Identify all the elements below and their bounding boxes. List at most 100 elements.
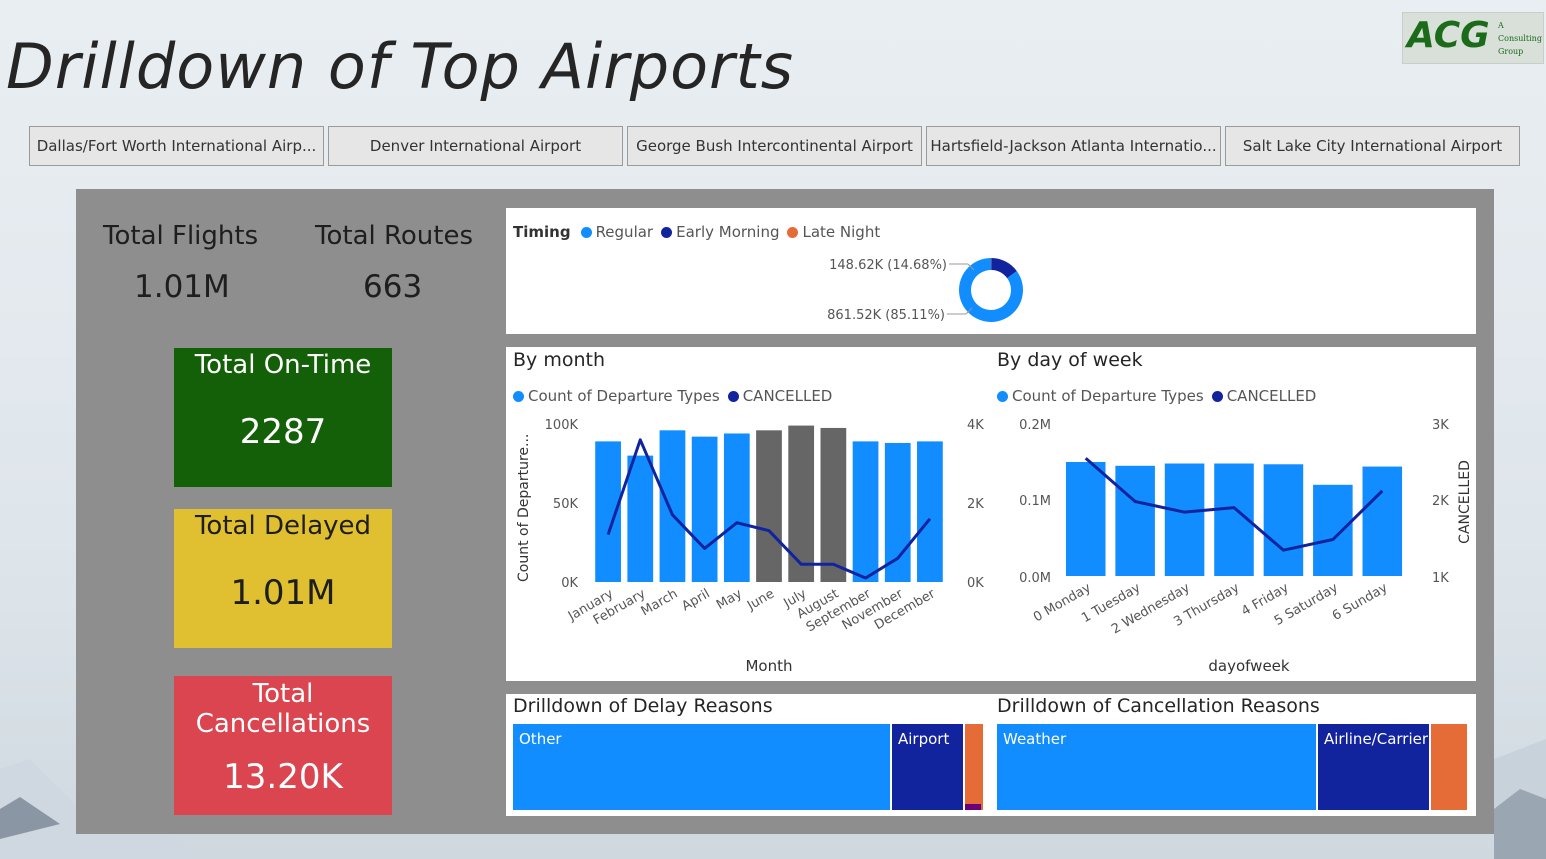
- slicer-button-dallas[interactable]: Dallas/Fort Worth International Airp...: [29, 126, 324, 166]
- x-tick-label-5: June: [744, 586, 777, 614]
- legend-item-count-departure-dow[interactable]: Count of Departure Types: [997, 387, 1204, 405]
- legend-dot-early-morning: [661, 226, 673, 238]
- legend-dot-count-departure-dow: [997, 390, 1008, 402]
- legend-dot-late-night: [787, 226, 799, 238]
- delayed-value: 1.01M: [230, 573, 336, 613]
- month-chart-legend: Count of Departure Types CANCELLED: [513, 387, 840, 405]
- legend-item-regular[interactable]: Regular: [580, 223, 653, 241]
- month-right-tick-2: 2K: [967, 497, 984, 512]
- month-right-tick-3: 0K: [967, 576, 984, 591]
- legend-item-cancelled[interactable]: CANCELLED: [727, 387, 832, 405]
- month-y-axis-label: Count of Departure...: [516, 434, 532, 582]
- dow-chart-legend: Count of Departure Types CANCELLED: [997, 387, 1324, 405]
- treemap-block-2[interactable]: [1431, 724, 1469, 810]
- legend-dot-count-departure: [513, 390, 524, 402]
- donut-label-early: 148.62K (14.68%): [829, 258, 947, 273]
- legend-dot-regular: [580, 226, 592, 238]
- bar-3: [691, 436, 718, 582]
- donut-label-regular: 861.52K (85.11%): [827, 308, 945, 323]
- donut-slice-early-morning: [991, 258, 1017, 279]
- dow-left-tick-1: 0.2M: [1019, 418, 1051, 433]
- dashboard-panel: Total Flights 1.01M Total Routes 663 Tot…: [76, 189, 1494, 834]
- cancellations-label-line1: Total: [252, 679, 314, 709]
- ontime-label: Total On-Time: [194, 350, 372, 380]
- bar-1: [1115, 465, 1155, 576]
- slicer-button-denver[interactable]: Denver International Airport: [328, 126, 623, 166]
- treemap-block-3[interactable]: [965, 804, 981, 810]
- delayed-card: Total Delayed 1.01M: [174, 509, 392, 648]
- cancel-reasons-treemap[interactable]: Weather Airline/Carrier: [997, 724, 1469, 810]
- treemap-block-0[interactable]: Other: [513, 724, 892, 810]
- bar-6: [1362, 466, 1403, 576]
- cancel-reasons-title: Drilldown of Cancellation Reasons: [997, 695, 1320, 717]
- bar-1: [627, 455, 654, 582]
- bar-2: [1164, 463, 1205, 576]
- combo-charts-container: By month Count of Departure Types CANCEL…: [506, 347, 1476, 681]
- treemap-label-0: Other: [519, 730, 562, 748]
- slicer-button-salt-lake[interactable]: Salt Lake City International Airport: [1225, 126, 1520, 166]
- delayed-label: Total Delayed: [194, 511, 372, 541]
- treemap-block-1[interactable]: Airport: [892, 724, 965, 810]
- bar-2: [659, 430, 686, 582]
- donut-slice-regular: [959, 258, 1023, 322]
- treemap-block-2[interactable]: [965, 724, 985, 810]
- dow-chart-title: By day of week: [997, 349, 1143, 371]
- page-title: Drilldown of Top Airports: [6, 30, 795, 103]
- x-tick-label-3: April: [679, 586, 712, 614]
- month-left-tick-3: 0K: [561, 576, 578, 591]
- bar-6: [788, 425, 815, 582]
- total-routes-label: Total Routes: [315, 221, 474, 251]
- bar-4: [1263, 464, 1304, 576]
- legend-dot-cancelled-dow: [1211, 390, 1223, 402]
- legend-item-count-departure[interactable]: Count of Departure Types: [513, 387, 720, 405]
- month-right-tick-1: 4K: [967, 418, 984, 433]
- bar-8: [852, 441, 879, 582]
- dow-left-tick-3: 0.0M: [1019, 571, 1051, 586]
- dow-left-tick-2: 0.1M: [1019, 494, 1051, 509]
- delay-reasons-title: Drilldown of Delay Reasons: [513, 695, 773, 717]
- legend-item-cancelled-dow[interactable]: CANCELLED: [1211, 387, 1316, 405]
- slicer-button-atlanta[interactable]: Hartsfield-Jackson Atlanta Internatio...: [926, 126, 1221, 166]
- legend-item-early-morning[interactable]: Early Morning: [661, 223, 779, 241]
- logo-subtitle: A Consulting Group: [1498, 21, 1542, 56]
- cancelled-line: [606, 438, 932, 580]
- ontime-value: 2287: [239, 412, 327, 452]
- timing-chart[interactable]: Timing Regular Early Morning Late Night …: [506, 208, 1476, 334]
- dow-right-tick-1: 3K: [1432, 418, 1449, 433]
- treemap-block-1[interactable]: Airline/Carrier: [1318, 724, 1431, 810]
- treemap-block-0[interactable]: Weather: [997, 724, 1318, 810]
- month-left-tick-2: 50K: [553, 497, 579, 512]
- month-left-tick-1: 100K: [545, 418, 579, 433]
- dow-right-tick-2: 2K: [1432, 494, 1449, 509]
- delay-reasons-treemap[interactable]: Other Airport: [513, 724, 985, 810]
- cancellations-label-line2: Cancellations: [195, 709, 371, 739]
- dow-x-axis-label: dayofweek: [1208, 657, 1290, 675]
- timing-legend-title: Timing: [513, 223, 571, 241]
- treemap-label-1: Airline/Carrier: [1324, 730, 1429, 748]
- timing-legend: Timing Regular Early Morning Late Night: [513, 223, 888, 241]
- bar-4: [723, 433, 750, 582]
- bar-10: [917, 441, 943, 582]
- x-tick-label-6: 6 Sunday: [1330, 580, 1391, 624]
- total-flights-label: Total Flights: [103, 221, 259, 251]
- legend-dot-cancelled: [727, 390, 739, 402]
- dow-y-axis-label: CANCELLED: [1457, 460, 1473, 544]
- total-flights-value: 1.01M: [134, 269, 230, 305]
- x-tick-label-2: March: [639, 586, 681, 619]
- month-x-axis-label: Month: [745, 657, 792, 675]
- dow-right-tick-3: 1K: [1432, 571, 1449, 586]
- ontime-card: Total On-Time 2287: [174, 348, 392, 487]
- reasons-container: Drilldown of Delay Reasons Drilldown of …: [506, 694, 1476, 816]
- dow-chart[interactable]: 0.2M 0.1M 0.0M 3K 2K 1K CANCELLED dayofw…: [991, 347, 1476, 681]
- bar-9: [884, 442, 911, 582]
- bar-0: [1065, 462, 1106, 576]
- cancellations-card: Total Cancellations 13.20K: [174, 676, 392, 815]
- treemap-label-0: Weather: [1003, 730, 1067, 748]
- legend-item-late-night[interactable]: Late Night: [787, 223, 880, 241]
- timing-donut-svg: 148.62K (14.68%) 861.52K (85.11%): [827, 258, 1023, 323]
- cancelled-line: [1084, 457, 1384, 552]
- slicer-button-george-bush[interactable]: George Bush Intercontinental Airport: [627, 126, 922, 166]
- month-chart[interactable]: 100K 50K 0K 4K 2K 0K Count of Departure.…: [506, 347, 991, 681]
- treemap-label-1: Airport: [898, 730, 950, 748]
- x-tick-label-4: May: [714, 586, 745, 613]
